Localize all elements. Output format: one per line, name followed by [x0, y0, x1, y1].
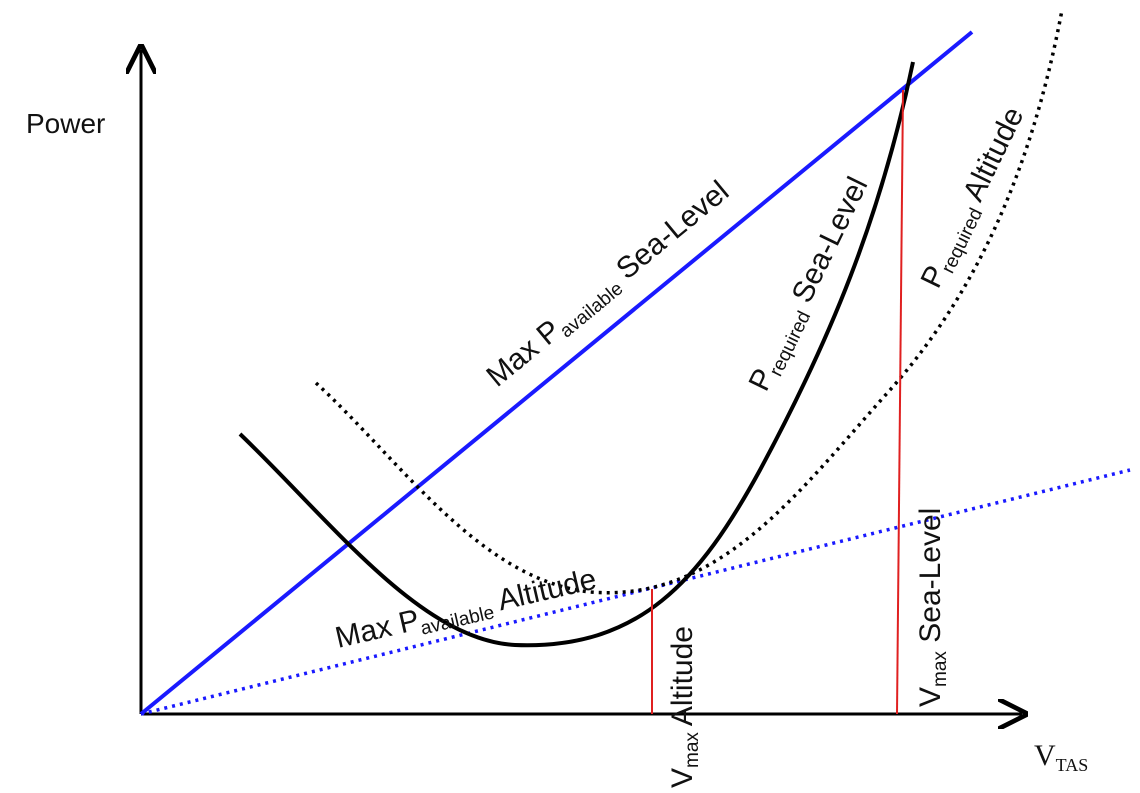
max-power-available-sea-level-line	[139, 30, 974, 716]
max-power-available-altitude-line	[140, 468, 1131, 716]
vmax-sea-level-label: Vmax Sea-Level	[914, 508, 951, 707]
y-axis-label: Power	[26, 108, 105, 139]
pr-altitude-label: Prequired Altitude	[915, 102, 1034, 295]
vmax-sea-level-marker	[896, 89, 904, 715]
vmax-altitude-label: VmaxAltitude	[666, 626, 703, 788]
max-pa-sea-level-label: Max Pavailable Sea-Level	[480, 175, 737, 397]
power-required-sea-level-curve	[238, 61, 915, 648]
power-required-altitude-curve	[314, 9, 1064, 595]
x-axis-label: VTAS	[1034, 739, 1088, 775]
